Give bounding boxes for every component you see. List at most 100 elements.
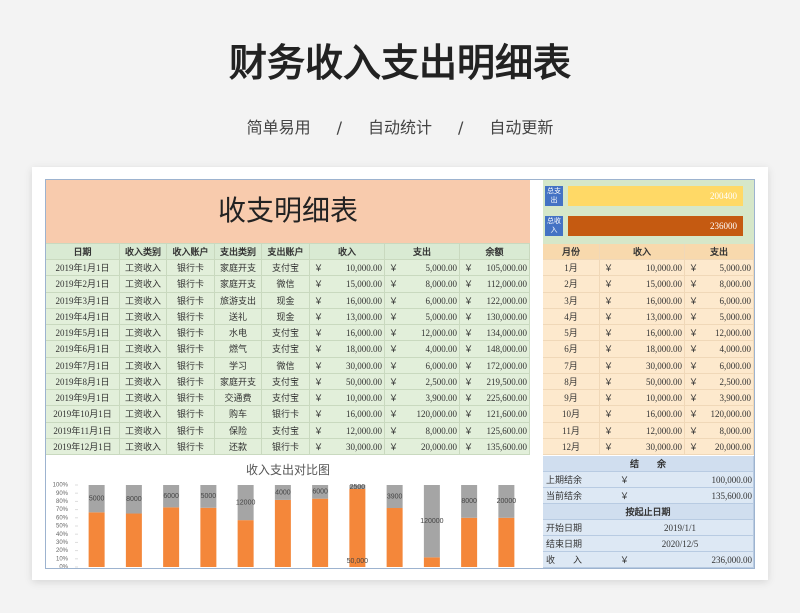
table-cell: 2019年11月1日 [46,422,120,439]
bar-segment [386,508,403,567]
column-header: 收入 [600,244,685,260]
data-label: 5000 [201,493,217,500]
table-cell: 2019年8月1日 [46,373,120,390]
table-cell: 9月 [543,390,600,407]
amount: 13,000.00 [346,311,382,322]
currency: ￥ [464,425,474,436]
amount: 5,000.00 [425,311,458,322]
y-tick-label: 80% [56,499,69,505]
currency: ￥ [464,376,474,387]
table-cell: 工资收入 [120,341,167,358]
bar-segment [163,485,180,508]
table-cell: 支付宝 [262,325,310,342]
table-cell: 现金 [262,308,310,325]
amount: 12,000.00 [646,425,682,436]
amount: 3,900.00 [719,393,752,403]
table-cell: 银行卡 [167,357,215,374]
cell-bg [685,406,754,423]
cell-bg [460,308,530,325]
data-label: 50,000 [347,558,369,565]
currency: ￥ [689,425,699,436]
bar-segment [498,517,515,567]
data-label: 12000 [236,499,256,506]
currency: ￥ [689,393,699,403]
cell-bg [685,422,754,439]
currency: ￥ [389,311,399,322]
bar-segment [125,485,142,514]
currency: ￥ [314,393,324,403]
cell-bg [600,308,685,325]
cell-bg [385,341,460,358]
currency: ￥ [689,263,699,273]
amount: 16,000.00 [646,328,682,338]
amount: 236,000.00 [711,555,753,565]
table-cell: 工资收入 [120,308,167,325]
bar-segment [88,485,105,513]
currency: ￥ [314,328,324,338]
table-cell: 工资收入 [120,438,167,455]
cell-bg [600,438,685,455]
table-cell: 支付宝 [262,260,310,277]
table-cell: 1月 [543,260,600,277]
table-cell: 银行卡 [167,406,215,423]
cell-bg [460,260,530,277]
bar-segment [312,498,329,567]
currency: ￥ [389,279,399,290]
amount: 2,500.00 [425,376,458,387]
data-label: 8000 [126,496,142,503]
currency: ￥ [689,376,699,387]
column-header: 收入类别 [120,244,167,260]
summary-value: 200400 [568,186,743,206]
amount: 10,000.00 [646,393,682,403]
currency: ￥ [389,295,399,306]
amount: 6,000.00 [719,360,752,371]
amount: 3,900.00 [425,393,458,403]
table-cell: 2019年9月1日 [46,390,120,407]
cell-bg [385,373,460,390]
bar-segment [386,485,403,509]
table-cell: 银行卡 [167,325,215,342]
currency: ￥ [464,409,474,420]
cell-bg [385,292,460,309]
amount: 50,000.00 [346,376,382,387]
amount: 10,000.00 [646,263,682,273]
table-cell: 燃气 [215,341,262,358]
y-tick-label: 20% [56,548,69,554]
cell-bg [685,276,754,293]
cell-bg [600,292,685,309]
bar-segment [498,485,515,518]
amount: 50,000.00 [646,376,682,387]
bar-segment [423,485,440,558]
y-tick-label: 90% [56,491,69,497]
data-label: 2500 [350,484,366,491]
column-header: 支出 [385,244,460,260]
row-bg [543,472,754,488]
table-cell: 家庭开支 [215,260,262,277]
amount: 20,000.00 [715,441,751,452]
section-header: 结 余 [543,456,754,472]
table-cell: 工资收入 [120,406,167,423]
cell-bg [310,276,385,293]
amount: 122,000.00 [486,295,528,306]
table-cell: 银行卡 [167,260,215,277]
currency: ￥ [389,409,399,420]
currency: ￥ [314,376,324,387]
currency: ￥ [604,295,614,306]
y-tick-label: 50% [56,524,69,530]
amount: 15,000.00 [346,279,382,290]
bar-segment [423,557,440,567]
cell-bg [685,325,754,342]
amount: 112,000.00 [486,279,527,290]
cell-bg [600,390,685,407]
data-label: 20000 [497,498,517,505]
cell-bg [460,292,530,309]
chart-title: 收入支出对比图 [246,463,330,477]
table-cell: 工资收入 [120,292,167,309]
y-tick-label: 60% [56,515,69,521]
cell-bg [685,438,754,455]
amount: 219,500.00 [486,376,528,387]
feature: 简单易用 [246,118,311,137]
row-bg [543,488,754,504]
feature: 自动更新 [489,118,554,137]
summary-label: 总支出 [545,186,563,206]
